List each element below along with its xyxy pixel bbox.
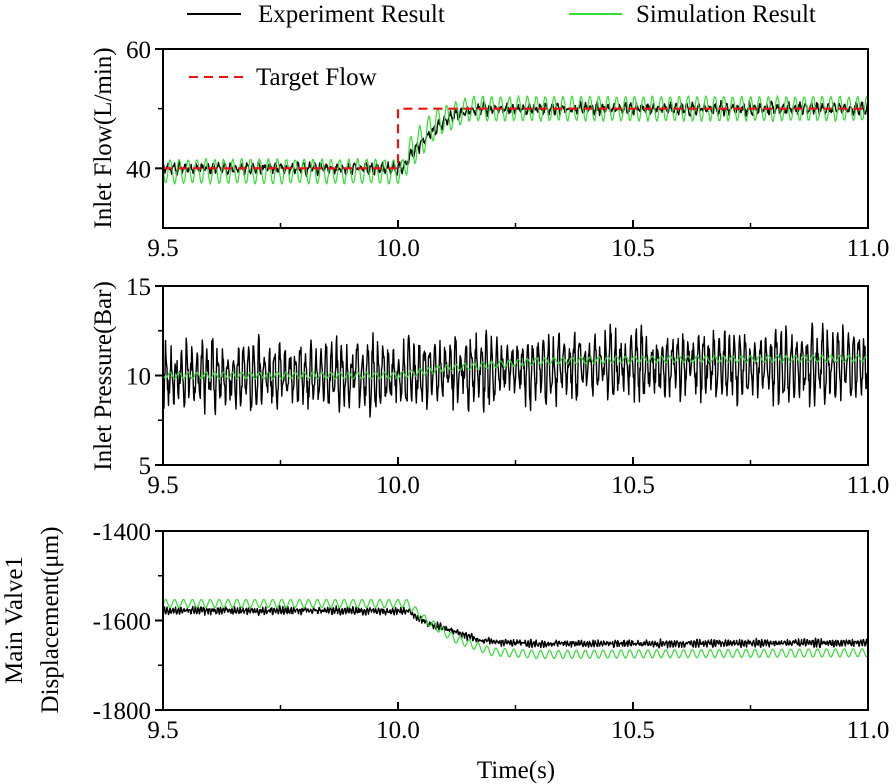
legend-simulation-label: Simulation Result [636, 1, 816, 28]
x-tick-label: 11.0 [847, 717, 890, 744]
x-tick-label: 10.5 [611, 717, 655, 744]
x-tick-label: 9.5 [147, 472, 178, 499]
series-group [163, 598, 868, 660]
inlet-flow-panel: 9.5 10.0 10.5 11.0 40 60 [126, 37, 889, 262]
x-tick-label: 10.5 [611, 235, 655, 262]
y-axis-title-inlet-pressure: Inlet Pressure(Bar) [90, 281, 117, 471]
series-group [163, 322, 868, 418]
x-tick-label: 10.0 [376, 235, 420, 262]
y-tick-label: -1800 [93, 698, 151, 725]
series-target-flow [163, 107, 868, 170]
target-flow-legend-label: Target Flow [256, 64, 377, 91]
x-tick-label: 9.5 [147, 717, 178, 744]
x-tick-label: 11.0 [847, 472, 890, 499]
x-tick-label: 10.5 [611, 472, 655, 499]
x-tick-label: 9.5 [147, 235, 178, 262]
inlet-pressure-panel: 9.5 10.0 10.5 11.0 5 10 15 [126, 274, 889, 499]
y-tick-label: 10 [126, 364, 151, 391]
series-experiment-result [163, 605, 868, 649]
y-tick-label: 5 [139, 453, 152, 480]
x-tick-label: 11.0 [847, 235, 890, 262]
series-group [163, 95, 868, 185]
x-axis-title: Time(s) [477, 757, 555, 784]
y-axis-title-inlet-flow: Inlet Flow(L/min) [90, 47, 117, 228]
y-tick-label: 40 [126, 156, 151, 183]
x-tick-label: 10.0 [376, 472, 420, 499]
main-valve-displacement-panel: 9.5 10.0 10.5 11.0 -1800 -1600 -1400 [93, 519, 890, 744]
y-axis-title-main-valve-line1: Main Valve1 [1, 556, 28, 684]
legend: Experiment Result Simulation Result [187, 1, 816, 28]
series-simulation-result [163, 598, 868, 660]
x-tick-label: 10.0 [376, 717, 420, 744]
legend-experiment-label: Experiment Result [258, 1, 445, 28]
y-axis-title-main-valve-line2: Displacement(μm) [37, 527, 64, 714]
series-simulation-result [163, 95, 868, 185]
series-experiment-result [163, 322, 868, 418]
y-tick-label: -1600 [93, 609, 151, 636]
series-simulation-result [163, 354, 868, 380]
y-tick-label: 15 [126, 274, 151, 301]
target-flow-legend: Target Flow [189, 64, 377, 91]
y-tick-label: -1400 [93, 519, 151, 546]
plot-frame [162, 530, 869, 711]
y-tick-label: 60 [126, 37, 151, 64]
